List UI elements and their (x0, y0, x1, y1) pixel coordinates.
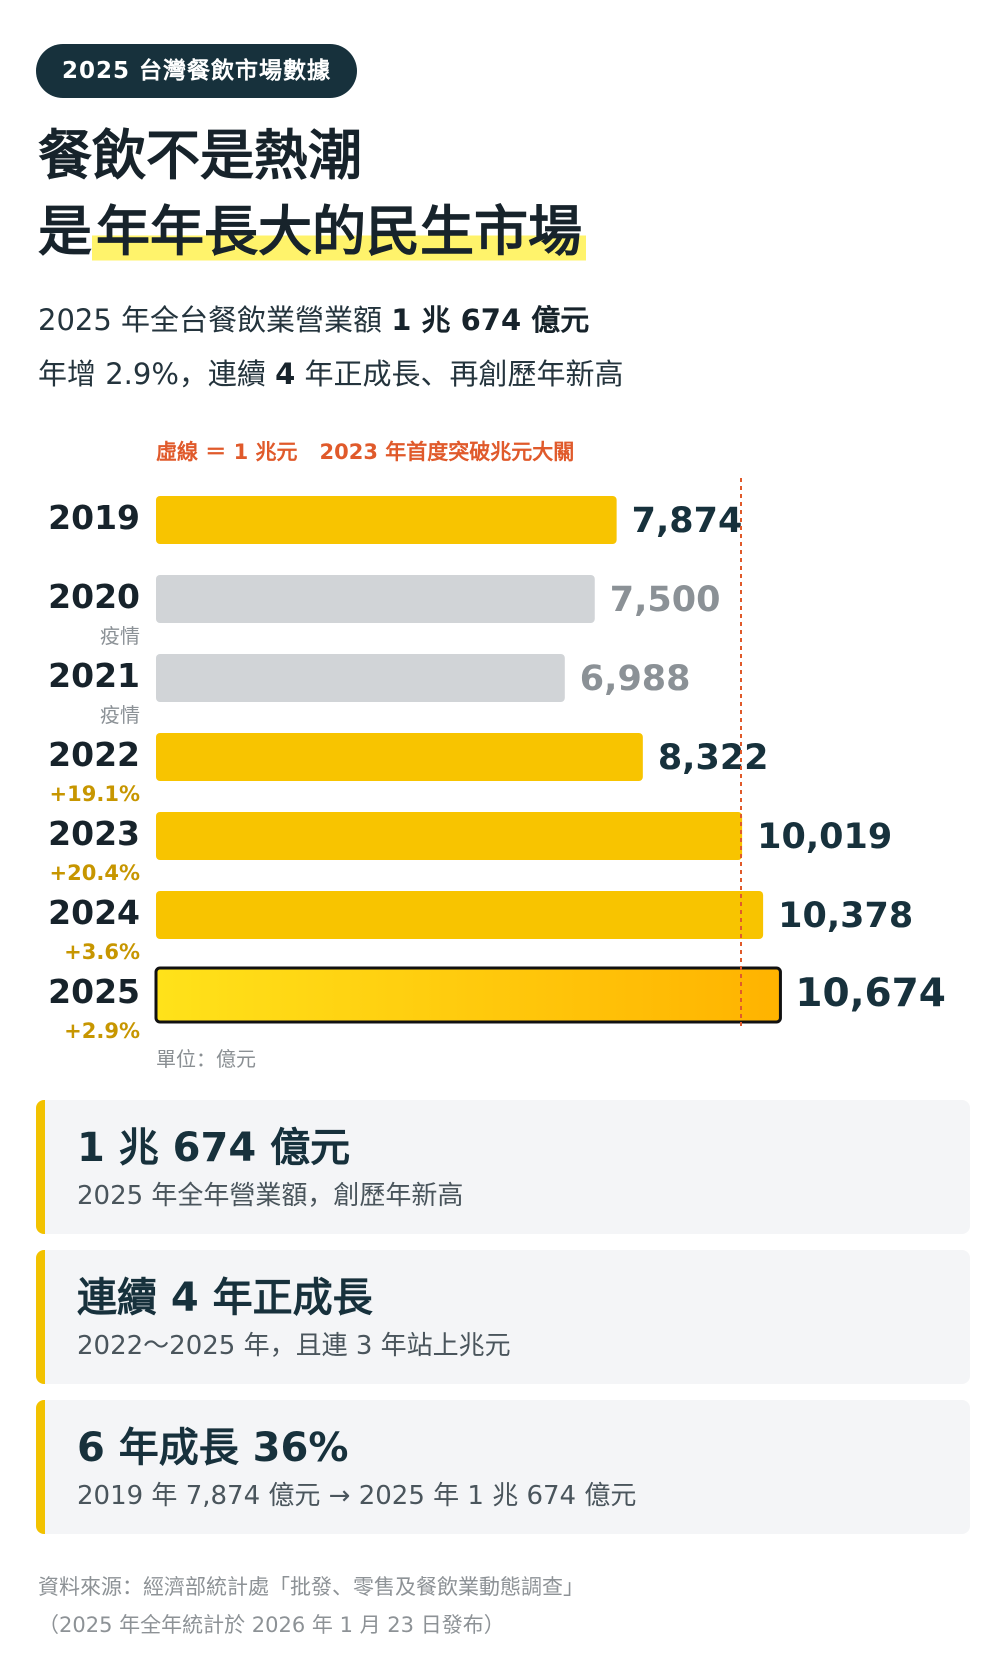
bar-2019 (156, 496, 617, 544)
subtitle-growth-suffix: 年正成長、再創歷年新高 (295, 357, 624, 391)
topic-badge: 2025 台灣餐飲市場數據 (36, 44, 358, 98)
subtitle-growth-years: 4 (275, 357, 296, 391)
category-label-2023: 2023 (48, 814, 140, 853)
value-label-2021: 6,988 (580, 659, 691, 699)
category-sublabel-2024: +3.6% (64, 940, 140, 964)
bar-2021 (156, 654, 565, 702)
category-sublabel-2020: 疫情 (100, 624, 140, 648)
subtitle-growth: 年增 2.9%，連續 4 年正成長、再創歷年新高 (38, 354, 624, 394)
stat-card-title: 6 年成長 36% (77, 1425, 349, 1471)
chart-unit: 單位：億元 (156, 1047, 256, 1071)
category-label-2020: 2020 (48, 577, 140, 616)
stat-card-title: 1 兆 674 億元 (77, 1125, 351, 1171)
headline-line-1: 餐飲不是熱潮 (38, 124, 362, 187)
category-label-2021: 2021 (48, 656, 140, 695)
value-label-2024: 10,378 (778, 896, 913, 936)
subtitle-revenue: 2025 年全台餐飲業營業額 1 兆 674 億元 (38, 300, 589, 340)
category-sublabel-2022: +19.1% (50, 782, 140, 806)
bar-2023 (156, 812, 743, 860)
subtitle-revenue-text: 2025 年全台餐飲業營業額 (38, 303, 392, 337)
revenue-bar-chart: 2019 7,874 2020 疫情 7,500 2021 疫情 6,988 2022 +19.1… (48, 478, 946, 1040)
stat-card-subtitle: 2019 年 7,874 億元 → 2025 年 1 兆 674 億元 (77, 1481, 637, 1511)
data-source-line-2: （2025 年全年統計於 2026 年 1 月 23 日發布） (38, 1613, 505, 1637)
data-source: 資料來源：經濟部統計處「批發、零售及餐飲業動態調查」 （2025 年全年統計於 … (38, 1568, 584, 1644)
headline-highlight: 年年長大的民生市場 (92, 200, 586, 263)
milestone-note: 2023 年首度突破兆元大關 (319, 440, 575, 464)
stat-card-growth-streak: 連續 4 年正成長 2022～2025 年，且連 3 年站上兆元 (36, 1250, 970, 1384)
category-label-2024: 2024 (48, 893, 140, 932)
bar-2020 (156, 575, 595, 623)
value-label-2019: 7,874 (632, 501, 743, 541)
stat-card-title: 連續 4 年正成長 (77, 1275, 373, 1321)
category-sublabel-2023: +20.4% (50, 861, 140, 885)
category-label-2025: 2025 (48, 972, 140, 1011)
headline-line-2-prefix: 是 (38, 200, 92, 263)
value-label-2022: 8,322 (658, 738, 769, 778)
subtitle-growth-text: 年增 2.9%，連續 (38, 357, 276, 391)
bar-2024 (156, 891, 764, 939)
category-label-2022: 2022 (48, 735, 140, 774)
stat-card-total-revenue: 1 兆 674 億元 2025 年全年營業額，創歷年新高 (36, 1100, 970, 1234)
category-sublabel-2025: +2.9% (64, 1019, 140, 1040)
stat-card-six-year-growth: 6 年成長 36% 2019 年 7,874 億元 → 2025 年 1 兆 6… (36, 1400, 970, 1534)
category-sublabel-2021: 疫情 (100, 703, 140, 727)
value-label-2023: 10,019 (757, 817, 892, 857)
value-label-2020: 7,500 (610, 580, 721, 620)
bar-2022 (156, 733, 643, 781)
data-source-line-1: 資料來源：經濟部統計處「批發、零售及餐飲業動態調查」 (38, 1575, 584, 1599)
stat-card-subtitle: 2022～2025 年，且連 3 年站上兆元 (77, 1331, 511, 1361)
value-label-2025: 10,674 (795, 971, 946, 1016)
subtitle-revenue-value: 1 兆 674 億元 (391, 303, 590, 337)
reference-line-note: 虛線 ＝ 1 兆元 (156, 440, 298, 464)
stat-card-subtitle: 2025 年全年營業額，創歷年新高 (77, 1181, 464, 1211)
chart-annotation: 虛線 ＝ 1 兆元 2023 年首度突破兆元大關 (156, 436, 574, 466)
bar-2025 (154, 966, 782, 1024)
page-title: 餐飲不是熱潮 是年年長大的民生市場 (38, 118, 586, 270)
category-label-2019: 2019 (48, 498, 140, 537)
